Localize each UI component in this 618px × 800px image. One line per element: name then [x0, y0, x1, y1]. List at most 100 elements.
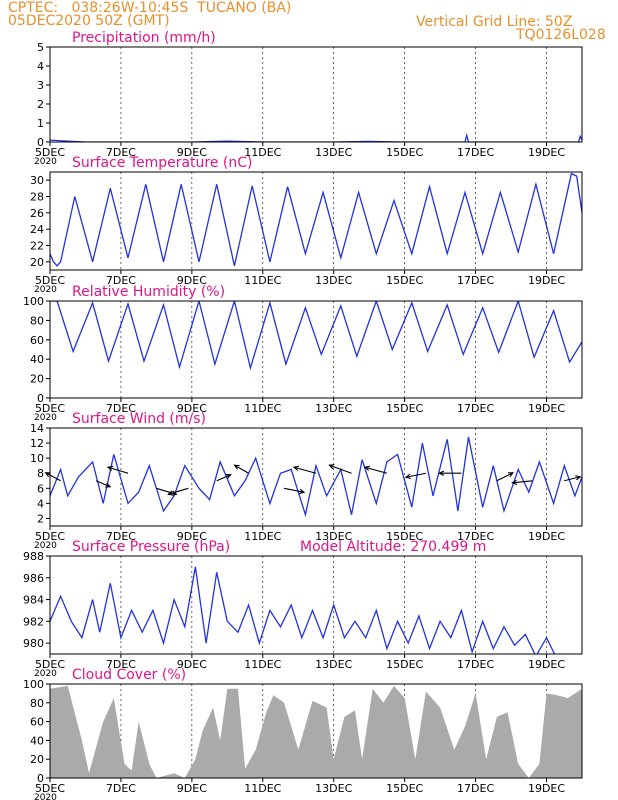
wind-arrow: [293, 466, 317, 474]
header-model-id: TQ0126L028: [516, 27, 606, 43]
y-tick-label: 0: [37, 392, 44, 405]
y-tick-label: 6: [37, 482, 44, 495]
header-grid-line: Vertical Grid Line: 50Z: [416, 14, 573, 30]
wind-arrow-head: [106, 465, 114, 472]
y-tick-label: 100: [23, 295, 44, 308]
y-tick-label: 980: [23, 637, 44, 650]
x-tick-label: 17DEC: [457, 658, 494, 671]
panel-title: Cloud Cover (%): [72, 667, 186, 683]
x-tick-label: 11DEC: [244, 274, 281, 287]
y-tick-label: 28: [30, 191, 44, 204]
x-tick-label: 9DEC: [177, 658, 207, 671]
y-tick-label: 22: [30, 240, 44, 253]
x-tick-label: 13DEC: [315, 530, 352, 543]
x-tick-label: 13DEC: [315, 782, 352, 795]
wind-arrow-head: [328, 464, 335, 470]
x-tick-label: 7DEC: [106, 782, 136, 795]
x-tick-label: 13DEC: [315, 146, 352, 159]
y-tick-label: 40: [30, 734, 44, 747]
panel-0: 0 1 2 3 4 5 5DEC 7DEC 9DEC 11DEC 13DEC 15DEC 17DEC 19…: [34, 30, 583, 167]
y-tick-label: 982: [23, 615, 44, 628]
y-tick-label: 24: [30, 223, 44, 236]
wind-arrow: [168, 487, 189, 495]
x-tick-label: 9DEC: [177, 402, 207, 415]
x-tick-label: 15DEC: [386, 658, 423, 671]
wind-arrow: [107, 466, 129, 474]
year-label: 2020: [34, 413, 57, 423]
x-tick-label: 11DEC: [244, 146, 281, 159]
y-tick-label: 986: [23, 572, 44, 585]
panel-frame: [49, 171, 583, 271]
wind-arrow-head: [225, 473, 232, 479]
header-init-time: 05DEC2020 50Z (GMT): [8, 13, 170, 29]
x-tick-label: 5DEC: [35, 658, 65, 671]
panel-frame: [49, 46, 583, 143]
y-tick-label: 40: [30, 353, 44, 366]
wind-arrow: [283, 487, 305, 493]
y-tick-label: 60: [30, 716, 44, 729]
year-label: 2020: [34, 541, 57, 551]
y-tick-label: 988: [23, 550, 44, 563]
x-tick-label: 13DEC: [315, 402, 352, 415]
x-tick-label: 11DEC: [244, 530, 281, 543]
series-line: [50, 132, 582, 142]
x-tick-label: 7DEC: [106, 530, 136, 543]
x-tick-label: 9DEC: [177, 274, 207, 287]
wind-arrow-head: [292, 465, 300, 471]
x-tick-label: 19DEC: [528, 274, 565, 287]
x-tick-label: 7DEC: [106, 402, 136, 415]
wind-arrow-head: [575, 475, 582, 481]
wind-arrow-head: [233, 464, 240, 470]
y-tick-label: 20: [30, 373, 44, 386]
y-tick-label: 3: [37, 79, 44, 92]
wind-arrow: [564, 476, 581, 482]
y-tick-label: 2: [37, 98, 44, 111]
x-tick-label: 19DEC: [528, 530, 565, 543]
y-tick-label: 80: [30, 314, 44, 327]
x-tick-label: 17DEC: [457, 274, 494, 287]
wind-arrow-head: [507, 472, 515, 478]
y-tick-label: 0: [37, 772, 44, 785]
x-tick-label: 17DEC: [457, 530, 494, 543]
series-line: [50, 566, 556, 654]
year-label: 2020: [34, 793, 57, 800]
y-tick-label: 10: [30, 452, 44, 465]
y-tick-label: 12: [30, 437, 44, 450]
x-tick-label: 15DEC: [386, 146, 423, 159]
x-tick-label: 13DEC: [315, 658, 352, 671]
wind-arrow: [45, 472, 61, 482]
y-tick-label: 30: [30, 174, 44, 187]
x-tick-label: 19DEC: [528, 658, 565, 671]
y-tick-label: 4: [37, 60, 44, 73]
x-tick-label: 11DEC: [244, 402, 281, 415]
x-tick-label: 5DEC: [35, 274, 65, 287]
wind-arrow-head: [105, 482, 112, 488]
panel-5: 0 20 40 60 80 100 5DEC 7DEC 9DEC 11DEC 13DEC 15DEC 1…: [23, 667, 583, 800]
panel-4: 980 982 984 986 988 5DEC 7DEC 9DEC 11DEC 13DEC 15D…: [23, 539, 583, 679]
x-tick-label: 13DEC: [315, 274, 352, 287]
wind-arrow: [95, 480, 111, 488]
wind-arrow-head: [299, 488, 306, 495]
panel-title: Precipitation (mm/h): [72, 30, 216, 46]
x-tick-label: 15DEC: [386, 530, 423, 543]
y-tick-label: 0: [37, 136, 44, 149]
series-line: [50, 172, 582, 267]
x-tick-label: 19DEC: [528, 782, 565, 795]
panel-frame: [49, 300, 583, 399]
y-tick-label: 14: [30, 422, 44, 435]
x-tick-label: 5DEC: [35, 146, 65, 159]
wind-arrow: [405, 472, 427, 478]
y-tick-label: 26: [30, 207, 44, 220]
y-tick-label: 20: [30, 256, 44, 269]
cloud-cover-area: [50, 685, 582, 778]
panel-frame: [49, 555, 583, 655]
wind-arrow-head: [438, 470, 445, 476]
x-tick-label: 17DEC: [457, 146, 494, 159]
y-tick-label: 4: [37, 497, 44, 510]
panel-title: Surface Pressure (hPa): [72, 539, 230, 555]
y-tick-label: 984: [23, 594, 44, 607]
y-tick-label: 80: [30, 697, 44, 710]
year-label: 2020: [34, 285, 57, 295]
x-tick-label: 19DEC: [528, 146, 565, 159]
